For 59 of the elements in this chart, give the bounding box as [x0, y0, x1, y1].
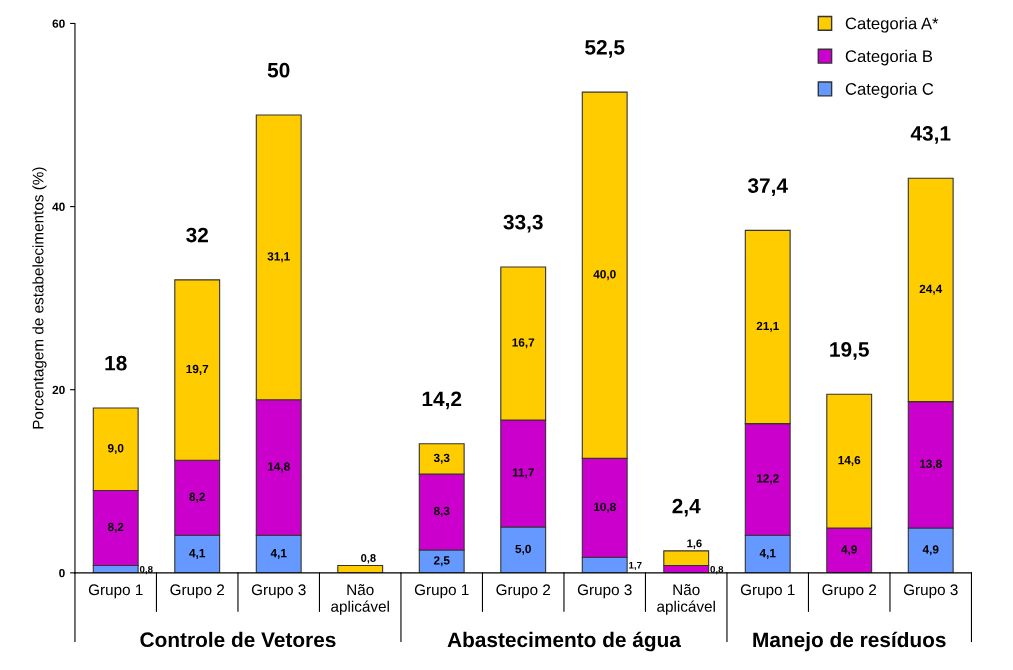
legend-label: Categoria B [845, 49, 933, 66]
x-tick-label: Grupo 1 [414, 584, 469, 599]
x-tick-label: Não aplicável [657, 584, 715, 615]
data-label: 40,0 [593, 270, 616, 281]
data-label: 13,8 [919, 459, 942, 470]
x-tick-label: Grupo 1 [740, 584, 795, 599]
data-label: 4,9 [841, 545, 857, 556]
data-label: 4,1 [270, 549, 287, 559]
total-label: 2,4 [672, 498, 701, 517]
text: Manejo de resíduos [753, 631, 946, 652]
data-label: 19,7 [186, 364, 209, 375]
y-tick-label: 0 [59, 568, 65, 578]
data-label: 14,8 [267, 462, 290, 473]
data-label: 11,7 [512, 468, 534, 479]
x-tick-label: Não aplicável [331, 584, 389, 615]
data-label: 3,3 [433, 453, 450, 464]
data-label: 24,4 [919, 284, 943, 295]
data-label: 4,1 [189, 549, 206, 559]
y-axis-title: Porcentagem de estabelecimentos (%) [32, 167, 47, 429]
legend-label: Categoria C [845, 82, 934, 99]
x-tick-label: Grupo 2 [170, 584, 225, 599]
x-tick-label: Grupo 1 [88, 584, 143, 599]
total-label: 50 [267, 62, 290, 78]
legend-label: Categoria A* [845, 17, 939, 33]
total-label: 32 [186, 227, 208, 243]
total-label: 33,3 [503, 214, 543, 233]
data-label: 5,0 [515, 544, 531, 555]
data-label: 4,1 [759, 549, 776, 559]
data-label: 10,8 [593, 502, 616, 513]
text: Controle de Vetores [140, 631, 336, 648]
y-tick-label: 60 [52, 19, 65, 28]
total-label: 18 [105, 355, 127, 371]
x-tick-label: Grupo 3 [577, 584, 632, 599]
x-tick-label: Grupo 2 [496, 584, 551, 599]
total-label: 37,4 [747, 178, 788, 196]
x-tick-label: Grupo 3 [251, 584, 306, 599]
data-label: 16,7 [512, 338, 535, 349]
data-label: 8,2 [189, 492, 205, 503]
data-label: 31,1 [267, 252, 290, 263]
data-label: 2,5 [433, 556, 450, 567]
x-tick-label: Grupo 3 [903, 584, 958, 599]
data-label: 14,6 [838, 455, 861, 467]
y-tick-label: 40 [52, 202, 65, 211]
total-label: 19,5 [830, 342, 869, 360]
x-tick-label: Grupo 2 [822, 584, 877, 599]
total-label: 43,1 [910, 125, 951, 144]
total-label: 52,5 [585, 39, 625, 58]
data-label: 1,7 [629, 561, 642, 571]
data-label: 1,6 [687, 539, 702, 549]
text: Abastecimento de água [447, 631, 682, 652]
data-label: 8,2 [107, 522, 124, 533]
y-tick-label: 20 [52, 385, 65, 395]
data-label: 4,9 [922, 545, 939, 556]
data-label: 12,2 [756, 474, 779, 485]
data-label: 9,0 [107, 444, 124, 455]
data-label: 8,3 [433, 506, 450, 517]
total-label: 14,2 [422, 391, 462, 410]
data-label: 0,8 [361, 554, 376, 564]
data-label: 21,1 [756, 321, 779, 332]
